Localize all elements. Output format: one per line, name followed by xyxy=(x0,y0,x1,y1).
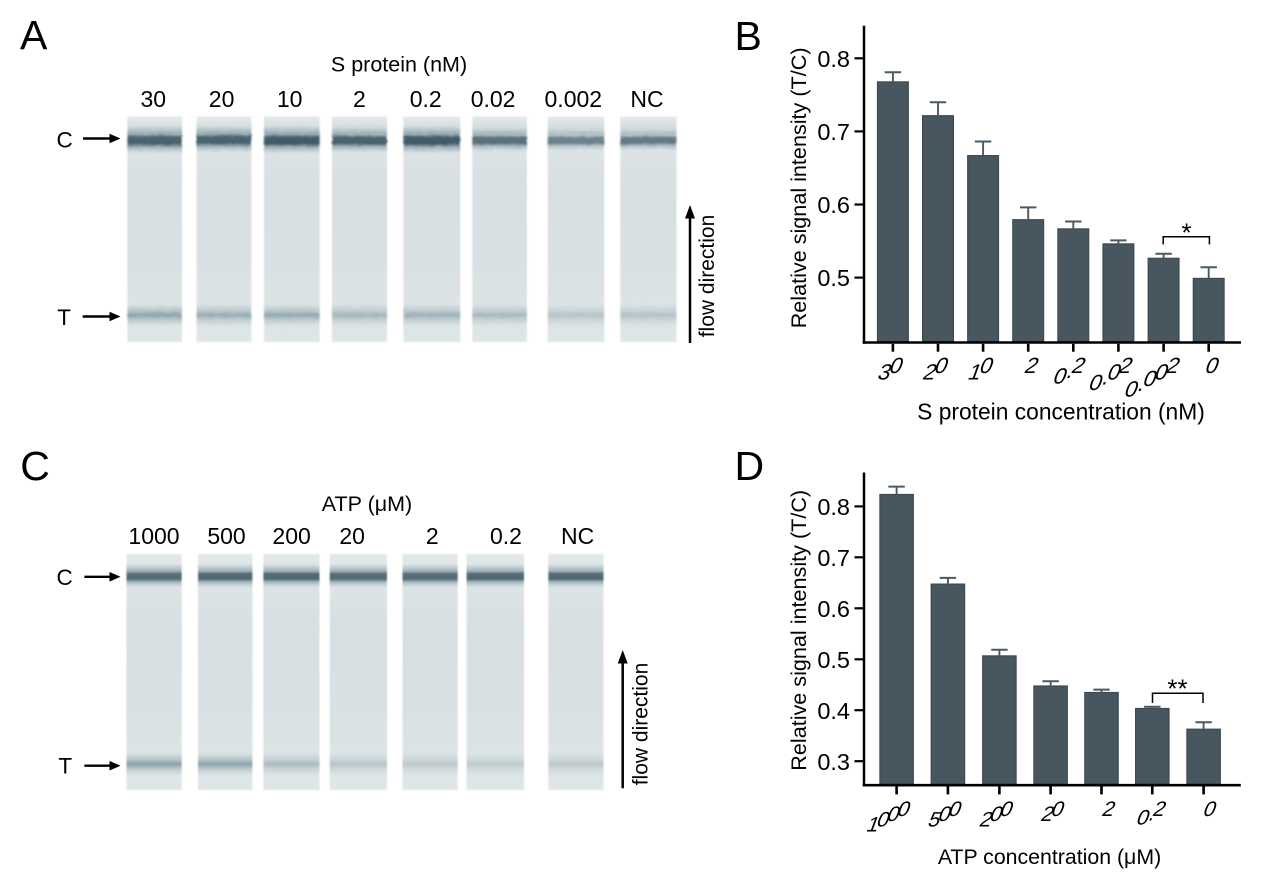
svg-text:500: 500 xyxy=(207,523,245,549)
svg-text:B: B xyxy=(735,13,762,59)
svg-text:0.6: 0.6 xyxy=(817,596,850,622)
svg-text:A: A xyxy=(20,12,48,58)
svg-text:0.8: 0.8 xyxy=(817,46,850,72)
svg-text:20: 20 xyxy=(209,86,235,112)
svg-text:C: C xyxy=(57,127,73,152)
svg-text:0.8: 0.8 xyxy=(817,494,850,520)
svg-text:2: 2 xyxy=(426,523,439,549)
svg-text:NC: NC xyxy=(561,523,594,549)
svg-text:S protein (nM): S protein (nM) xyxy=(331,53,467,77)
svg-text:0.7: 0.7 xyxy=(817,545,850,571)
svg-text:0.7: 0.7 xyxy=(817,119,850,145)
svg-text:flow direction: flow direction xyxy=(696,215,719,338)
svg-text:**: ** xyxy=(1167,674,1187,704)
svg-text:ATP concentration (μM): ATP concentration (μM) xyxy=(938,845,1161,869)
svg-text:0.5: 0.5 xyxy=(817,647,850,673)
svg-text:1000: 1000 xyxy=(128,523,179,549)
svg-text:D: D xyxy=(735,443,765,489)
svg-text:20: 20 xyxy=(339,523,365,549)
svg-text:Relative signal intensity (T/C: Relative signal intensity (T/C) xyxy=(786,490,811,771)
svg-text:C: C xyxy=(20,443,50,489)
svg-text:0.6: 0.6 xyxy=(817,192,850,218)
svg-text:0.3: 0.3 xyxy=(817,749,850,775)
svg-text:2: 2 xyxy=(353,86,366,112)
svg-text:T: T xyxy=(57,305,71,330)
svg-text:0.2: 0.2 xyxy=(490,523,522,549)
svg-text:10: 10 xyxy=(277,86,303,112)
svg-text:0.2: 0.2 xyxy=(410,86,442,112)
svg-text:0.5: 0.5 xyxy=(817,265,850,291)
svg-text:0.4: 0.4 xyxy=(817,698,850,724)
svg-text:S protein concentration (nM): S protein concentration (nM) xyxy=(917,399,1205,425)
svg-text:flow direction: flow direction xyxy=(630,663,653,786)
svg-text:NC: NC xyxy=(630,86,663,112)
svg-text:T: T xyxy=(58,753,72,778)
svg-text:30: 30 xyxy=(141,86,167,112)
svg-text:*: * xyxy=(1181,218,1191,248)
svg-text:C: C xyxy=(57,565,73,590)
svg-text:200: 200 xyxy=(272,523,310,549)
svg-text:ATP (μM): ATP (μM) xyxy=(322,492,412,516)
svg-text:0.002: 0.002 xyxy=(545,86,603,112)
svg-text:0.02: 0.02 xyxy=(471,86,516,112)
svg-text:Relative signal intensity (T/C: Relative signal intensity (T/C) xyxy=(786,47,811,328)
